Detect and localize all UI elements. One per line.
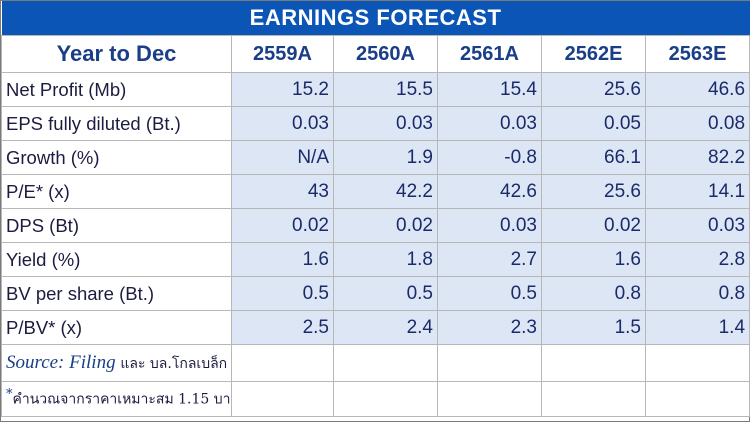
empty-cell	[644, 381, 750, 417]
table-row: DPS (Bt) 0.02 0.02 0.03 0.02 0.03	[1, 208, 750, 243]
row-label: P/E* (x)	[1, 174, 232, 209]
cell-value: 0.05	[541, 106, 646, 141]
source-name: Filing	[69, 351, 116, 373]
cell-value: 1.6	[231, 242, 334, 277]
header-label: Year to Dec	[1, 35, 232, 73]
cell-value: 1.4	[644, 310, 750, 345]
table-row: BV per share (Bt.) 0.5 0.5 0.5 0.8 0.8	[1, 276, 750, 311]
cell-value: 42.6	[437, 174, 542, 209]
table-row: Yield (%) 1.6 1.8 2.7 1.6 2.8	[1, 242, 750, 277]
cell-value: 1.6	[541, 242, 646, 277]
empty-cell	[333, 381, 438, 417]
year-header: 2561A	[437, 35, 542, 73]
cell-value: 0.5	[437, 276, 542, 311]
cell-value: 0.03	[437, 208, 542, 243]
cell-value: 2.4	[333, 310, 438, 345]
cell-value: 2.5	[231, 310, 334, 345]
cell-value: 46.6	[644, 72, 750, 107]
row-label: BV per share (Bt.)	[1, 276, 232, 311]
row-label: EPS fully diluted (Bt.)	[1, 106, 232, 141]
title-row: EARNINGS FORECAST	[1, 1, 750, 36]
empty-cell	[437, 381, 542, 417]
source-prefix: Source:	[6, 351, 65, 373]
empty-cell	[231, 344, 334, 382]
year-header: 2560A	[333, 35, 438, 73]
cell-value: 15.2	[231, 72, 334, 107]
table-row: EPS fully diluted (Bt.) 0.03 0.03 0.03 0…	[1, 106, 750, 141]
row-label: Net Profit (Mb)	[1, 72, 232, 107]
cell-value: 15.5	[333, 72, 438, 107]
note-row: *คำนวณจากราคาเหมาะสม 1.15 บาท	[1, 381, 750, 417]
row-label: Growth (%)	[1, 140, 232, 175]
cell-value: 0.03	[231, 106, 334, 141]
footnote: *คำนวณจากราคาเหมาะสม 1.15 บาท	[1, 381, 232, 417]
cell-value: 0.03	[644, 208, 750, 243]
empty-cell	[437, 344, 542, 382]
cell-value: N/A	[231, 140, 334, 175]
cell-value: 0.03	[333, 106, 438, 141]
cell-value: 1.8	[333, 242, 438, 277]
empty-cell	[333, 344, 438, 382]
cell-value: 2.7	[437, 242, 542, 277]
source-row: Source: Filing และ บล.โกลเบล็ก	[1, 344, 750, 382]
row-label: Yield (%)	[1, 242, 232, 277]
cell-value: 0.02	[231, 208, 334, 243]
cell-value: 0.8	[541, 276, 646, 311]
cell-value: 0.02	[541, 208, 646, 243]
cell-value: 25.6	[541, 72, 646, 107]
footnote-text: คำนวณจากราคาเหมาะสม 1.15 บาท	[12, 391, 232, 408]
year-header: 2563E	[644, 35, 750, 73]
row-label: P/BV* (x)	[1, 310, 232, 345]
cell-value: 2.3	[437, 310, 542, 345]
table-row: Net Profit (Mb) 15.2 15.5 15.4 25.6 46.6	[1, 72, 750, 107]
cell-value: 25.6	[541, 174, 646, 209]
footnote-marker: *	[6, 387, 13, 403]
cell-value: 0.03	[437, 106, 542, 141]
cell-value: 43	[231, 174, 334, 209]
year-header: 2559A	[231, 35, 334, 73]
table-title: EARNINGS FORECAST	[1, 1, 750, 36]
cell-value: 0.5	[231, 276, 334, 311]
source-note: Source: Filing และ บล.โกลเบล็ก	[1, 344, 232, 382]
cell-value: 0.08	[644, 106, 750, 141]
year-header: 2562E	[541, 35, 646, 73]
cell-value: 14.1	[644, 174, 750, 209]
row-label: DPS (Bt)	[1, 208, 232, 243]
cell-value: 42.2	[333, 174, 438, 209]
header-row: Year to Dec 2559A 2560A 2561A 2562E 2563…	[1, 35, 750, 73]
empty-cell	[231, 381, 334, 417]
source-suffix: และ บล.โกลเบล็ก	[120, 355, 228, 372]
cell-value: 0.8	[644, 276, 750, 311]
cell-value: 1.9	[333, 140, 438, 175]
cell-value: 0.02	[333, 208, 438, 243]
table-row: P/E* (x) 43 42.2 42.6 25.6 14.1	[1, 174, 750, 209]
cell-value: 66.1	[541, 140, 646, 175]
cell-value: -0.8	[437, 140, 542, 175]
empty-cell	[541, 381, 646, 417]
table-row: Growth (%) N/A 1.9 -0.8 66.1 82.2	[1, 140, 750, 175]
empty-cell	[541, 344, 646, 382]
table-row: P/BV* (x) 2.5 2.4 2.3 1.5 1.4	[1, 310, 750, 345]
cell-value: 15.4	[437, 72, 542, 107]
cell-value: 0.5	[333, 276, 438, 311]
cell-value: 2.8	[644, 242, 750, 277]
cell-value: 82.2	[644, 140, 750, 175]
cell-value: 1.5	[541, 310, 646, 345]
empty-cell	[644, 344, 750, 382]
